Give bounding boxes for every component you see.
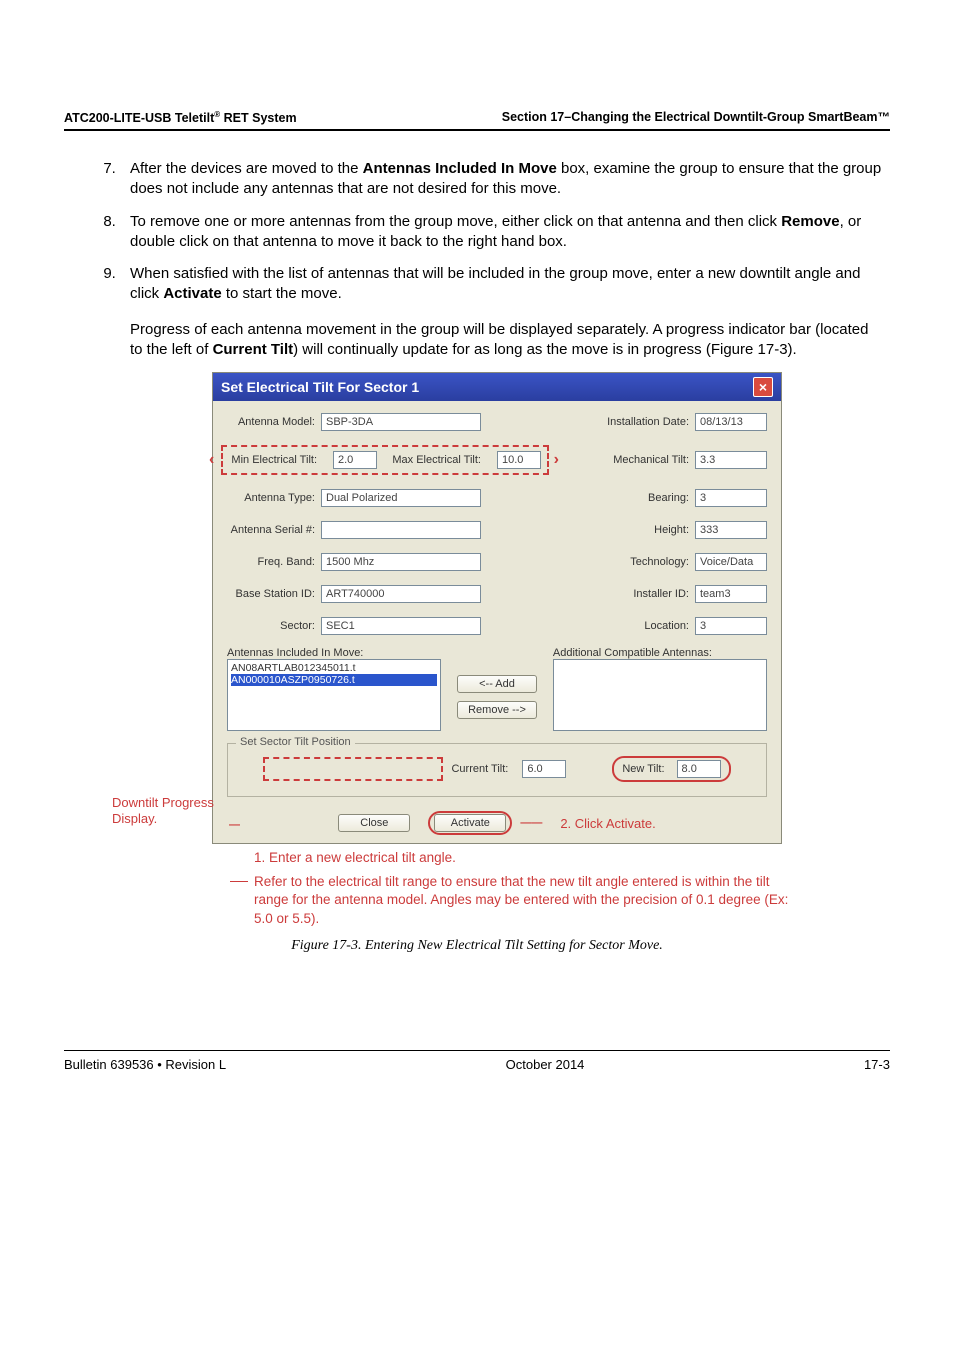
list-item[interactable]: AN08ARTLAB012345011.t: [231, 662, 437, 674]
s7b: Antennas Included In Move: [363, 160, 557, 177]
header-left-pre: ATC200-LITE-USB Teletilt: [64, 111, 214, 125]
lbl-mech-tilt: Mechanical Tilt:: [601, 454, 695, 466]
footer-center: October 2014: [506, 1057, 585, 1072]
lbl-install-date: Installation Date:: [601, 416, 695, 428]
field-technology[interactable]: Voice/Data: [695, 553, 767, 571]
s8b: Remove: [781, 213, 839, 230]
lbl-location: Location:: [601, 620, 695, 632]
s9b: Activate: [163, 285, 221, 302]
lbl-technology: Technology:: [601, 556, 695, 568]
field-new-tilt[interactable]: 8.0: [677, 760, 721, 778]
lbl-bearing: Bearing:: [601, 492, 695, 504]
sector-box-title: Set Sector Tilt Position: [236, 736, 355, 748]
header-right: Section 17–Changing the Electrical Downt…: [502, 110, 890, 125]
arrow-left-icon: ‹: [209, 451, 214, 469]
header-left: ATC200-LITE-USB Teletilt® RET System: [64, 110, 297, 125]
field-install-date[interactable]: 08/13/13: [695, 413, 767, 431]
close-button[interactable]: Close: [338, 814, 410, 832]
close-icon[interactable]: ×: [753, 377, 773, 397]
field-antenna-type[interactable]: Dual Polarized: [321, 489, 481, 507]
new-tilt-highlight: New Tilt: 8.0: [612, 756, 730, 782]
activate-callout: 2. Click Activate.: [560, 816, 655, 831]
lbl-min-tilt: Min Electrical Tilt:: [229, 454, 323, 466]
connector-line-icon: ——: [520, 817, 542, 829]
field-height[interactable]: 333: [695, 521, 767, 539]
field-mech-tilt[interactable]: 3.3: [695, 451, 767, 469]
progress-callout: Downtilt Progress Display.: [112, 795, 214, 826]
field-antenna-model[interactable]: SBP-3DA: [321, 413, 481, 431]
lbl-current-tilt: Current Tilt:: [451, 763, 514, 775]
step-9-para: Progress of each antenna movement in the…: [130, 320, 870, 361]
s8a: To remove one or more antennas from the …: [130, 213, 781, 230]
lbl-sector: Sector:: [227, 620, 321, 632]
step-list: After the devices are moved to the Anten…: [64, 159, 890, 305]
lbl-freq-band: Freq. Band:: [227, 556, 321, 568]
included-list[interactable]: AN08ARTLAB012345011.t AN000010ASZP095072…: [227, 659, 441, 731]
progress-callout-a: Downtilt Progress: [112, 795, 214, 810]
field-sector[interactable]: SEC1: [321, 617, 481, 635]
activate-button[interactable]: Activate: [434, 814, 506, 832]
field-max-tilt[interactable]: 10.0: [497, 451, 541, 469]
s9pb: Current Tilt: [213, 341, 294, 358]
refer-text: Refer to the electrical tilt range to en…: [254, 874, 788, 925]
add-button[interactable]: <-- Add: [457, 675, 537, 693]
lbl-additional: Additional Compatible Antennas:: [553, 647, 767, 659]
lbl-new-tilt: New Tilt:: [622, 763, 670, 775]
field-base-station[interactable]: ART740000: [321, 585, 481, 603]
activate-highlight: Activate: [428, 811, 512, 835]
field-bearing[interactable]: 3: [695, 489, 767, 507]
page-footer: Bulletin 639536 • Revision L October 201…: [64, 1050, 890, 1072]
field-antenna-serial[interactable]: [321, 521, 481, 539]
s7a: After the devices are moved to the: [130, 160, 363, 177]
refer-callout: Refer to the electrical tilt range to en…: [254, 873, 790, 928]
connector-line-icon: [230, 881, 248, 882]
lbl-max-tilt: Max Electrical Tilt:: [387, 454, 487, 466]
progress-callout-b: Display.: [112, 811, 157, 826]
lbl-base-station: Base Station ID:: [227, 588, 321, 600]
sector-tilt-box: Set Sector Tilt Position Current Tilt: 6…: [227, 743, 767, 797]
lbl-antenna-model: Antenna Model:: [227, 416, 321, 428]
lbl-antenna-type: Antenna Type:: [227, 492, 321, 504]
footer-right: 17-3: [864, 1057, 890, 1072]
tilt-range-highlight: ‹ Min Electrical Tilt: 2.0 Max Electrica…: [221, 445, 549, 475]
lbl-installer: Installer ID:: [601, 588, 695, 600]
step1-callout: 1. Enter a new electrical tilt angle.: [254, 850, 790, 865]
dialog-titlebar: Set Electrical Tilt For Sector 1 ×: [213, 373, 781, 401]
page-header: ATC200-LITE-USB Teletilt® RET System Sec…: [64, 110, 890, 131]
step-9: When satisfied with the list of antennas…: [120, 264, 890, 305]
figure-caption: Figure 17-3. Entering New Electrical Til…: [64, 938, 890, 954]
header-left-post: RET System: [220, 111, 296, 125]
footer-left: Bulletin 639536 • Revision L: [64, 1057, 226, 1072]
connector-line-icon: —: [229, 819, 240, 831]
step-8: To remove one or more antennas from the …: [120, 212, 890, 253]
arrow-right-icon: ›: [554, 451, 559, 469]
s9c: to start the move.: [222, 285, 342, 302]
s9pc: ) will continually update for as long as…: [293, 341, 797, 358]
field-current-tilt: 6.0: [522, 760, 566, 778]
list-item[interactable]: AN000010ASZP0950726.t: [231, 674, 437, 686]
remove-button[interactable]: Remove -->: [457, 701, 537, 719]
lbl-antenna-serial: Antenna Serial #:: [227, 524, 321, 536]
lbl-height: Height:: [601, 524, 695, 536]
step-7: After the devices are moved to the Anten…: [120, 159, 890, 200]
dialog-window: Set Electrical Tilt For Sector 1 × Anten…: [212, 372, 782, 844]
field-installer[interactable]: team3: [695, 585, 767, 603]
lbl-included: Antennas Included In Move:: [227, 647, 441, 659]
progress-bar-highlight: [263, 757, 443, 781]
additional-list[interactable]: [553, 659, 767, 731]
field-min-tilt[interactable]: 2.0: [333, 451, 377, 469]
dialog-title-text: Set Electrical Tilt For Sector 1: [221, 379, 419, 395]
field-freq-band[interactable]: 1500 Mhz: [321, 553, 481, 571]
field-location[interactable]: 3: [695, 617, 767, 635]
